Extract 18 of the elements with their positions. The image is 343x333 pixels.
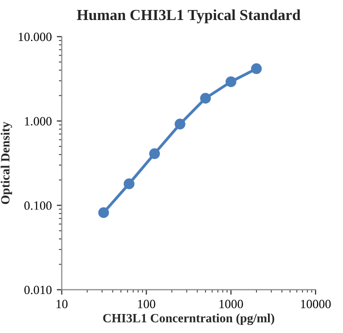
y-tick-label: 10.000 xyxy=(18,32,52,42)
x-tick-label: 1000 xyxy=(220,300,243,308)
x-tick-label: 10000 xyxy=(301,300,331,308)
y-tick-label: 0.100 xyxy=(24,201,52,210)
point xyxy=(174,118,186,130)
point xyxy=(149,148,160,160)
y-axis-title: Optical Density xyxy=(0,122,12,204)
x-tick-label: 10 xyxy=(56,300,68,308)
point xyxy=(226,76,236,88)
point xyxy=(124,178,134,190)
point xyxy=(200,92,211,104)
y-tick-label: 1.000 xyxy=(24,117,52,126)
chart-title: Human CHI3L1 Typical Standard xyxy=(76,9,300,24)
point xyxy=(251,63,262,74)
x-tick-label: 100 xyxy=(138,300,156,308)
point xyxy=(98,207,109,218)
x-axis-title: CHI3L1 Concerntration (pg/ml) xyxy=(103,314,274,325)
y-tick-label: 0.010 xyxy=(24,286,52,294)
